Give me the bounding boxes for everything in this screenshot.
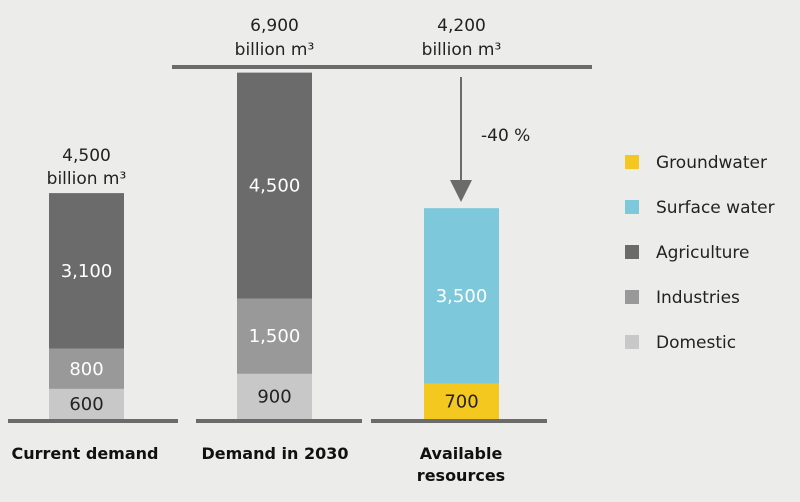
total-label-0-line0: 4,500 [62,146,111,166]
bar-0-domestic [49,388,124,419]
category-label-2-line1: resources [417,466,505,485]
legend: Groundwater Surface water Agriculture Indus… [625,153,775,353]
data-label-0-agriculture: 3,100 [61,261,113,282]
legend-swatch-surface-water [625,200,639,214]
legend-swatch-agriculture [625,245,639,259]
data-label-0-domestic: 600 [69,394,103,415]
legend-swatch-industries [625,290,639,304]
stacked-bars: 600 800 3,100 900 1,500 4,500 700 3,500 [49,72,499,419]
total-label-1-line0: 6,900 [250,16,299,36]
reduction-arrow: -40 % [450,77,530,202]
legend-label-industries: Industries [656,288,740,308]
demand-2030-reference-line [172,65,592,69]
legend-swatch-domestic [625,335,639,349]
baselines [8,419,547,423]
data-label-2-groundwater: 700 [444,391,478,412]
bar-2-surface-water [424,208,499,384]
data-label-1-industries: 1,500 [249,326,301,347]
bar-0-industries [49,348,124,389]
legend-label-groundwater: Groundwater [656,153,767,173]
bar-1-industries [237,298,312,374]
data-label-1-agriculture: 4,500 [249,176,301,197]
category-label-1-line0: Demand in 2030 [202,444,349,463]
data-label-1-domestic: 900 [257,386,291,407]
baseline-2 [371,419,547,423]
reduction-label: -40 % [481,126,530,146]
legend-swatch-groundwater [625,155,639,169]
baseline-1 [196,419,362,423]
total-label-2-line1: billion m³ [422,40,502,60]
total-label-2-line0: 4,200 [437,16,486,36]
reference-line [172,65,592,69]
baseline-0 [8,419,178,423]
category-label-2-line0: Available [420,444,503,463]
total-label-1-line1: billion m³ [235,40,315,60]
arrow-head [450,180,472,202]
bar-1-agriculture [237,72,312,299]
bar-1-domestic [237,373,312,419]
total-label-0-line1: billion m³ [47,169,127,189]
bar-0-agriculture [49,193,124,349]
legend-label-surface-water: Surface water [656,198,775,218]
data-label-2-surface-water: 3,500 [436,286,488,307]
bar-2-groundwater [424,383,499,419]
legend-label-agriculture: Agriculture [656,243,750,263]
total-labels: 4,500 billion m³ 6,900 billion m³ 4,200 billi… [47,16,502,189]
category-labels: Current demand Demand in 2030 Available res… [12,444,506,485]
data-label-0-industries: 800 [69,359,103,380]
category-label-0-line0: Current demand [12,444,159,463]
legend-label-domestic: Domestic [656,333,736,353]
